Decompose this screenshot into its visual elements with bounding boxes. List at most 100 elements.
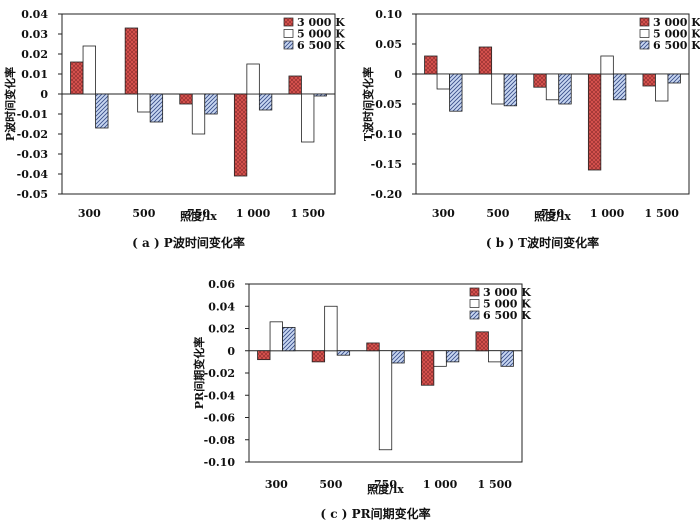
legend-label: 5 000 K: [483, 298, 531, 311]
bar-c-s0-c1: [311, 350, 326, 363]
y-tick-label: 0: [40, 88, 48, 101]
y-tick-label: -0.05: [371, 98, 402, 111]
y-tick-label: -0.05: [17, 188, 48, 201]
legend: 3 000 K5 000 K6 500 K: [283, 16, 345, 52]
legend-label: 6 500 K: [653, 39, 700, 52]
bar-a-s1-c3: [246, 63, 260, 95]
x-tick-label: 300: [265, 478, 288, 491]
legend-swatch: [469, 287, 480, 297]
y-tick-label: -0.03: [17, 148, 48, 161]
x-tick-label: 750: [541, 207, 564, 220]
x-tick-label: 300: [432, 207, 455, 220]
bar-a-s1-c2: [191, 93, 206, 135]
panel-caption: ( b ) T波时间变化率: [486, 235, 599, 250]
legend-swatch: [639, 40, 650, 50]
x-tick-label: 750: [374, 478, 397, 491]
bar-b-s1-c4: [655, 73, 669, 102]
x-tick-label: 300: [78, 207, 101, 220]
bar-b-s2-c4: [667, 73, 681, 84]
y-tick-label: 0.02: [21, 48, 48, 61]
bar-a-s2-c3: [258, 93, 273, 111]
legend-swatch: [639, 29, 650, 38]
bar-a-s2-c0: [95, 93, 109, 129]
legend-swatch: [469, 299, 480, 308]
bar-b-s1-c3: [600, 55, 614, 75]
bar-b-s1-c1: [491, 73, 505, 105]
x-tick-label: 500: [486, 207, 509, 220]
bar-a-s1-c4: [301, 93, 315, 143]
y-tick-label: 0.05: [375, 38, 402, 51]
x-tick-label: 1 000: [236, 207, 271, 220]
y-tick-label: 0.10: [375, 8, 402, 21]
x-axis-label: 照度/lx: [534, 209, 571, 223]
bar-a-s0-c0: [70, 61, 84, 95]
bar-a-s2-c1: [149, 93, 164, 123]
bar-b-s2-c2: [558, 73, 572, 105]
bar-c-s2-c0: [282, 326, 296, 352]
plot-frame: [61, 13, 336, 195]
bar-b-s2-c3: [612, 73, 627, 101]
bar-b-s2-c0: [449, 73, 463, 112]
legend-label: 3 000 K: [297, 16, 345, 29]
y-tick-label: 0.02: [208, 323, 235, 336]
y-tick-label: 0: [394, 68, 402, 81]
bar-b-s0-c3: [587, 73, 602, 171]
y-tick-label: -0.06: [204, 412, 236, 425]
bar-c-s0-c0: [257, 350, 271, 361]
legend-label: 6 500 K: [297, 39, 345, 52]
y-tick-label: -0.10: [204, 456, 236, 469]
bar-a-s2-c4: [313, 93, 327, 97]
x-axis-label: 照度/lx: [180, 209, 217, 223]
y-tick-label: -0.02: [204, 367, 235, 380]
bar-a-s1-c0: [82, 45, 96, 95]
x-tick-label: 1 000: [423, 478, 458, 491]
x-tick-label: 1 500: [290, 207, 325, 220]
x-tick-label: 750: [187, 207, 210, 220]
bar-c-s1-c1: [324, 305, 338, 352]
bar-c-s2-c2: [391, 350, 405, 364]
bar-a-s0-c2: [179, 93, 193, 105]
panel-caption: ( a ) P波时间变化率: [132, 235, 245, 250]
bar-b-s0-c4: [642, 73, 656, 87]
bar-c-s1-c2: [378, 350, 393, 451]
y-tick-label: 0.03: [21, 28, 48, 41]
legend-swatch: [469, 310, 480, 320]
x-tick-label: 1 500: [644, 207, 679, 220]
legend-label: 3 000 K: [483, 286, 531, 299]
bar-c-s0-c4: [475, 331, 489, 352]
bar-b-s2-c1: [503, 73, 518, 107]
bar-c-s2-c1: [336, 350, 351, 356]
bar-c-s2-c4: [500, 350, 514, 367]
y-tick-label: 0: [227, 345, 235, 358]
y-axis-label: T波时间变化率: [361, 67, 375, 141]
y-tick-label: 0.01: [21, 68, 48, 81]
y-tick-label: 0.06: [208, 278, 235, 291]
y-tick-label: -0.15: [371, 158, 402, 171]
y-tick-label: 0.04: [208, 300, 235, 313]
legend-swatch: [283, 29, 294, 38]
bar-b-s1-c2: [545, 73, 560, 101]
x-tick-label: 1 500: [477, 478, 512, 491]
x-tick-label: 500: [132, 207, 155, 220]
y-axis-label: PR间期变化率: [192, 337, 206, 409]
bar-a-s0-c1: [124, 27, 139, 95]
x-axis-label: 照度/lx: [367, 482, 404, 496]
bar-b-s0-c0: [424, 55, 438, 75]
y-tick-label: -0.10: [371, 128, 403, 141]
legend-swatch: [283, 40, 294, 50]
y-tick-label: -0.02: [17, 128, 48, 141]
panel-caption: ( c ) PR间期变化率: [320, 506, 430, 521]
y-tick-label: 0.04: [21, 8, 48, 21]
y-tick-label: -0.04: [204, 389, 236, 402]
bar-b-s1-c0: [436, 73, 450, 90]
chart-panel-b: 0.10 0.05 0 -0.05 -0.10 -0.15 -0.20 300 500 750 1 …: [361, 8, 700, 250]
bar-a-s1-c1: [137, 93, 151, 113]
bar-b-s0-c2: [533, 73, 547, 88]
legend-swatch: [283, 17, 294, 27]
legend-label: 3 000 K: [653, 16, 700, 29]
bar-c-s0-c3: [420, 350, 435, 386]
bar-c-s1-c4: [488, 350, 502, 363]
legend-label: 5 000 K: [653, 28, 700, 41]
bar-a-s0-c3: [233, 93, 248, 177]
